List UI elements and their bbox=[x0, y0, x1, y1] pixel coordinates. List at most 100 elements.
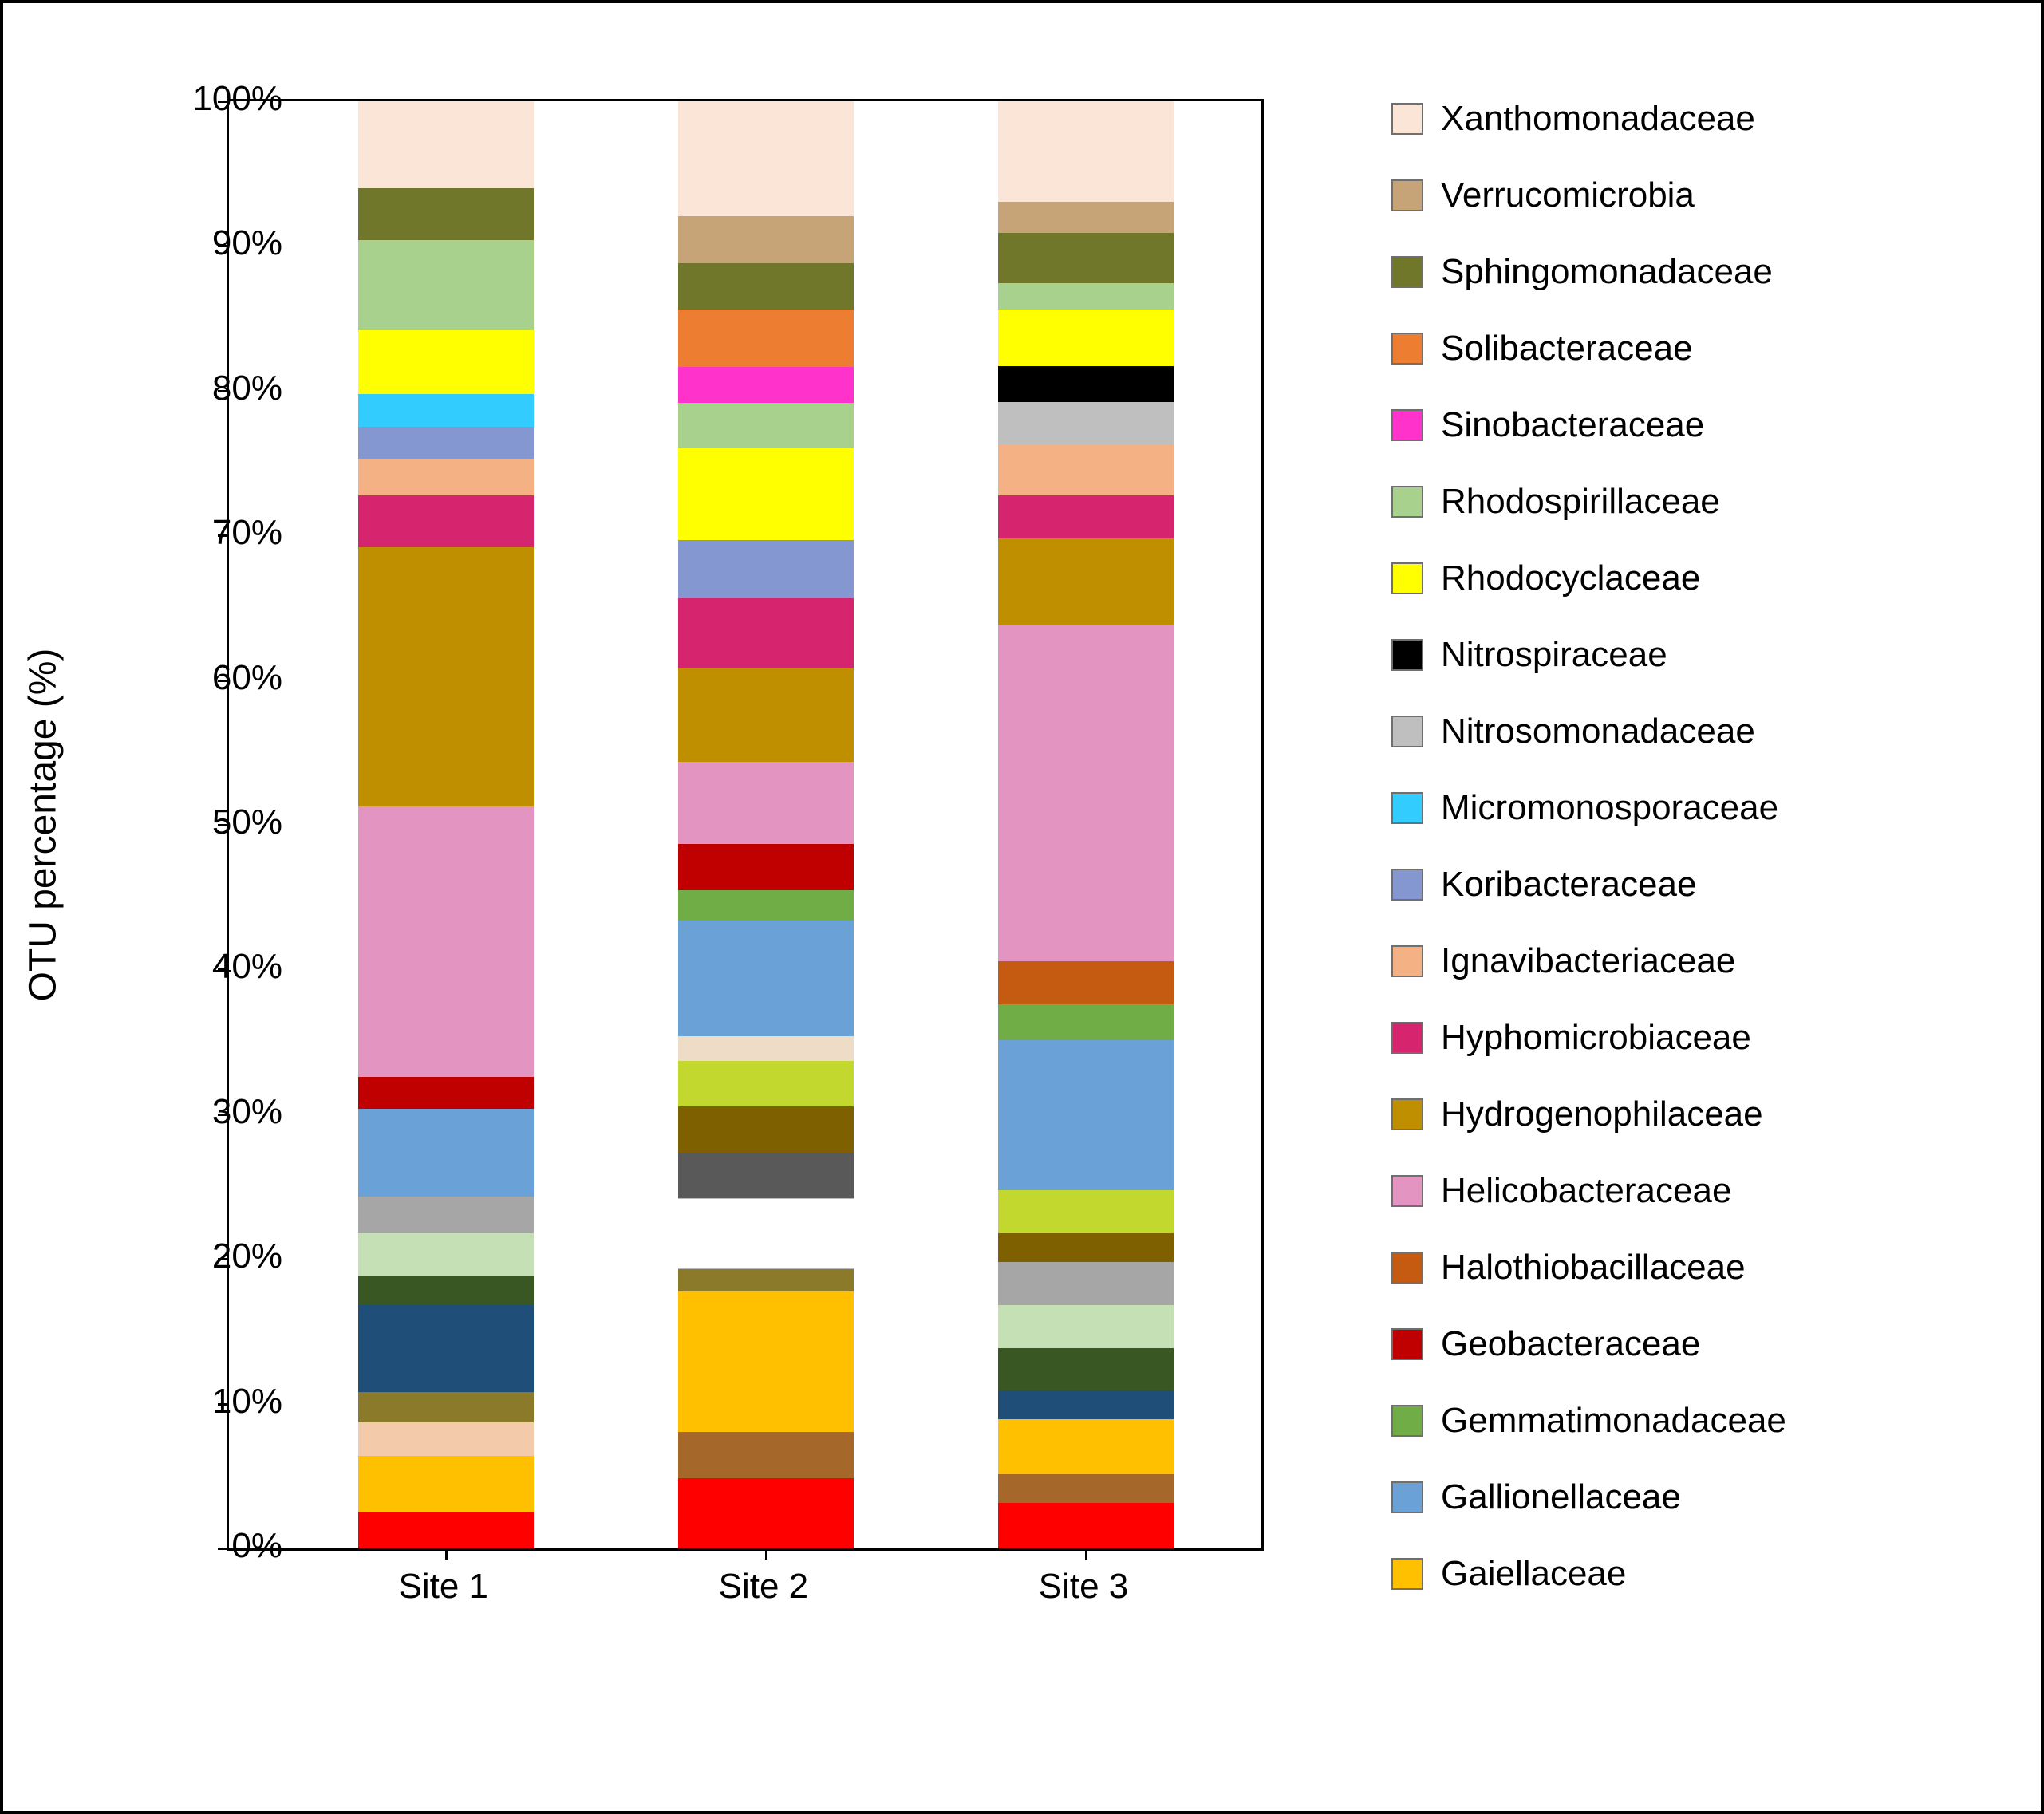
bar-segment bbox=[678, 1153, 854, 1198]
bars-area bbox=[229, 101, 1261, 1548]
bar-segment bbox=[678, 844, 854, 889]
y-tick-label: 70% bbox=[171, 513, 282, 553]
legend-item: Halothiobacillaceae bbox=[1391, 1248, 1993, 1288]
y-tick-label: 50% bbox=[171, 802, 282, 842]
bar-segment bbox=[678, 1198, 854, 1268]
bar-segment bbox=[358, 1456, 534, 1512]
legend-swatch bbox=[1391, 1405, 1423, 1437]
legend-label: Gemmatimonadaceae bbox=[1441, 1401, 1786, 1441]
bar-segment bbox=[998, 1305, 1174, 1348]
legend-swatch bbox=[1391, 333, 1423, 365]
legend-swatch bbox=[1391, 1175, 1423, 1207]
legend-label: Hydrogenophilaceae bbox=[1441, 1094, 1763, 1134]
bar-segment bbox=[358, 1197, 534, 1232]
x-category-label: Site 2 bbox=[676, 1567, 851, 1607]
legend: Xanthomonadaceae Verrucomicrobia Sphingomo… bbox=[1328, 51, 1993, 1747]
y-tick-label: 90% bbox=[171, 223, 282, 263]
bar-segment bbox=[998, 1004, 1174, 1040]
bar-segment bbox=[998, 283, 1174, 309]
bar-segment bbox=[678, 263, 854, 309]
bar-segment bbox=[998, 202, 1174, 234]
bar-segment bbox=[678, 668, 854, 762]
y-axis-title: OTU percentage (%) bbox=[22, 649, 65, 1002]
legend-swatch bbox=[1391, 1481, 1423, 1513]
bar-segment bbox=[358, 1422, 534, 1456]
legend-swatch bbox=[1391, 1558, 1423, 1590]
bar-segment bbox=[998, 402, 1174, 445]
legend-label: Verrucomicrobia bbox=[1441, 175, 1695, 215]
legend-swatch bbox=[1391, 1098, 1423, 1130]
x-tick-mark bbox=[1085, 1548, 1087, 1560]
y-tick-label: 40% bbox=[171, 947, 282, 987]
bar-segment bbox=[358, 1305, 534, 1392]
legend-item: Ignavibacteriaceae bbox=[1391, 941, 1993, 981]
legend-item: Hydrogenophilaceae bbox=[1391, 1094, 1993, 1134]
legend-swatch bbox=[1391, 869, 1423, 901]
bar-segment bbox=[998, 1262, 1174, 1305]
bar-segment bbox=[358, 101, 534, 188]
bar-segment bbox=[678, 1291, 854, 1432]
plot-frame bbox=[227, 99, 1264, 1551]
legend-swatch bbox=[1391, 179, 1423, 211]
legend-label: Rhodocyclaceae bbox=[1441, 558, 1700, 598]
y-tick-label: 60% bbox=[171, 658, 282, 698]
bar-column bbox=[678, 101, 854, 1548]
legend-label: Micromonosporaceae bbox=[1441, 788, 1778, 828]
legend-item: Xanthomonadaceae bbox=[1391, 99, 1993, 139]
y-tick-label: 10% bbox=[171, 1382, 282, 1422]
legend-label: Sinobacteraceae bbox=[1441, 405, 1704, 445]
bar-segment bbox=[998, 961, 1174, 1004]
bar-segment bbox=[678, 367, 854, 402]
legend-item: Verrucomicrobia bbox=[1391, 175, 1993, 215]
bar-segment bbox=[678, 598, 854, 668]
legend-swatch bbox=[1391, 409, 1423, 441]
y-tick-label: 100% bbox=[171, 79, 282, 119]
legend-label: Gaiellaceae bbox=[1441, 1554, 1626, 1594]
bar-segment bbox=[998, 1233, 1174, 1262]
bar-segment bbox=[998, 1190, 1174, 1233]
bar-segment bbox=[998, 625, 1174, 961]
bar-segment bbox=[678, 101, 854, 216]
bar-segment bbox=[678, 403, 854, 448]
bar-segment bbox=[678, 1269, 854, 1292]
bar-segment bbox=[998, 1040, 1174, 1191]
y-tick-label: 20% bbox=[171, 1236, 282, 1276]
bar-segment bbox=[678, 921, 854, 1037]
bar-segment bbox=[358, 394, 534, 428]
y-tick-label: 80% bbox=[171, 369, 282, 408]
bar-segment bbox=[998, 1474, 1174, 1503]
bar-segment bbox=[358, 330, 534, 394]
bar-segment bbox=[678, 1036, 854, 1061]
bar-segment bbox=[678, 1432, 854, 1477]
legend-swatch bbox=[1391, 1252, 1423, 1284]
bar-segment bbox=[358, 1392, 534, 1422]
chart-zone: OTU percentage (%) 0%10%20%30%40%50%60%7… bbox=[51, 51, 1328, 1747]
bar-segment bbox=[358, 1109, 534, 1197]
legend-item: Helicobacteraceae bbox=[1391, 1171, 1993, 1211]
legend-item: Gemmatimonadaceae bbox=[1391, 1401, 1993, 1441]
legend-label: Helicobacteraceae bbox=[1441, 1171, 1731, 1211]
bar-segment bbox=[998, 233, 1174, 283]
bar-segment bbox=[998, 538, 1174, 625]
legend-swatch bbox=[1391, 792, 1423, 824]
y-tick-label: 0% bbox=[171, 1526, 282, 1566]
legend-item: Sinobacteraceae bbox=[1391, 405, 1993, 445]
bar-segment bbox=[358, 806, 534, 1077]
bar-segment bbox=[678, 1106, 854, 1152]
legend-label: Gallionellaceae bbox=[1441, 1477, 1681, 1517]
legend-swatch bbox=[1391, 639, 1423, 671]
bar-segment bbox=[678, 890, 854, 921]
legend-label: Nitrosomonadaceae bbox=[1441, 712, 1755, 751]
legend-swatch bbox=[1391, 256, 1423, 288]
bar-segment bbox=[998, 366, 1174, 402]
bar-column bbox=[358, 101, 534, 1548]
bar-segment bbox=[358, 1077, 534, 1109]
bar-segment bbox=[998, 1419, 1174, 1473]
legend-swatch bbox=[1391, 562, 1423, 594]
legend-item: Solibacteraceae bbox=[1391, 329, 1993, 369]
legend-item: Sphingomonadaceae bbox=[1391, 252, 1993, 292]
legend-swatch bbox=[1391, 945, 1423, 977]
legend-swatch bbox=[1391, 716, 1423, 747]
bar-segment bbox=[358, 427, 534, 459]
bar-segment bbox=[678, 310, 854, 368]
